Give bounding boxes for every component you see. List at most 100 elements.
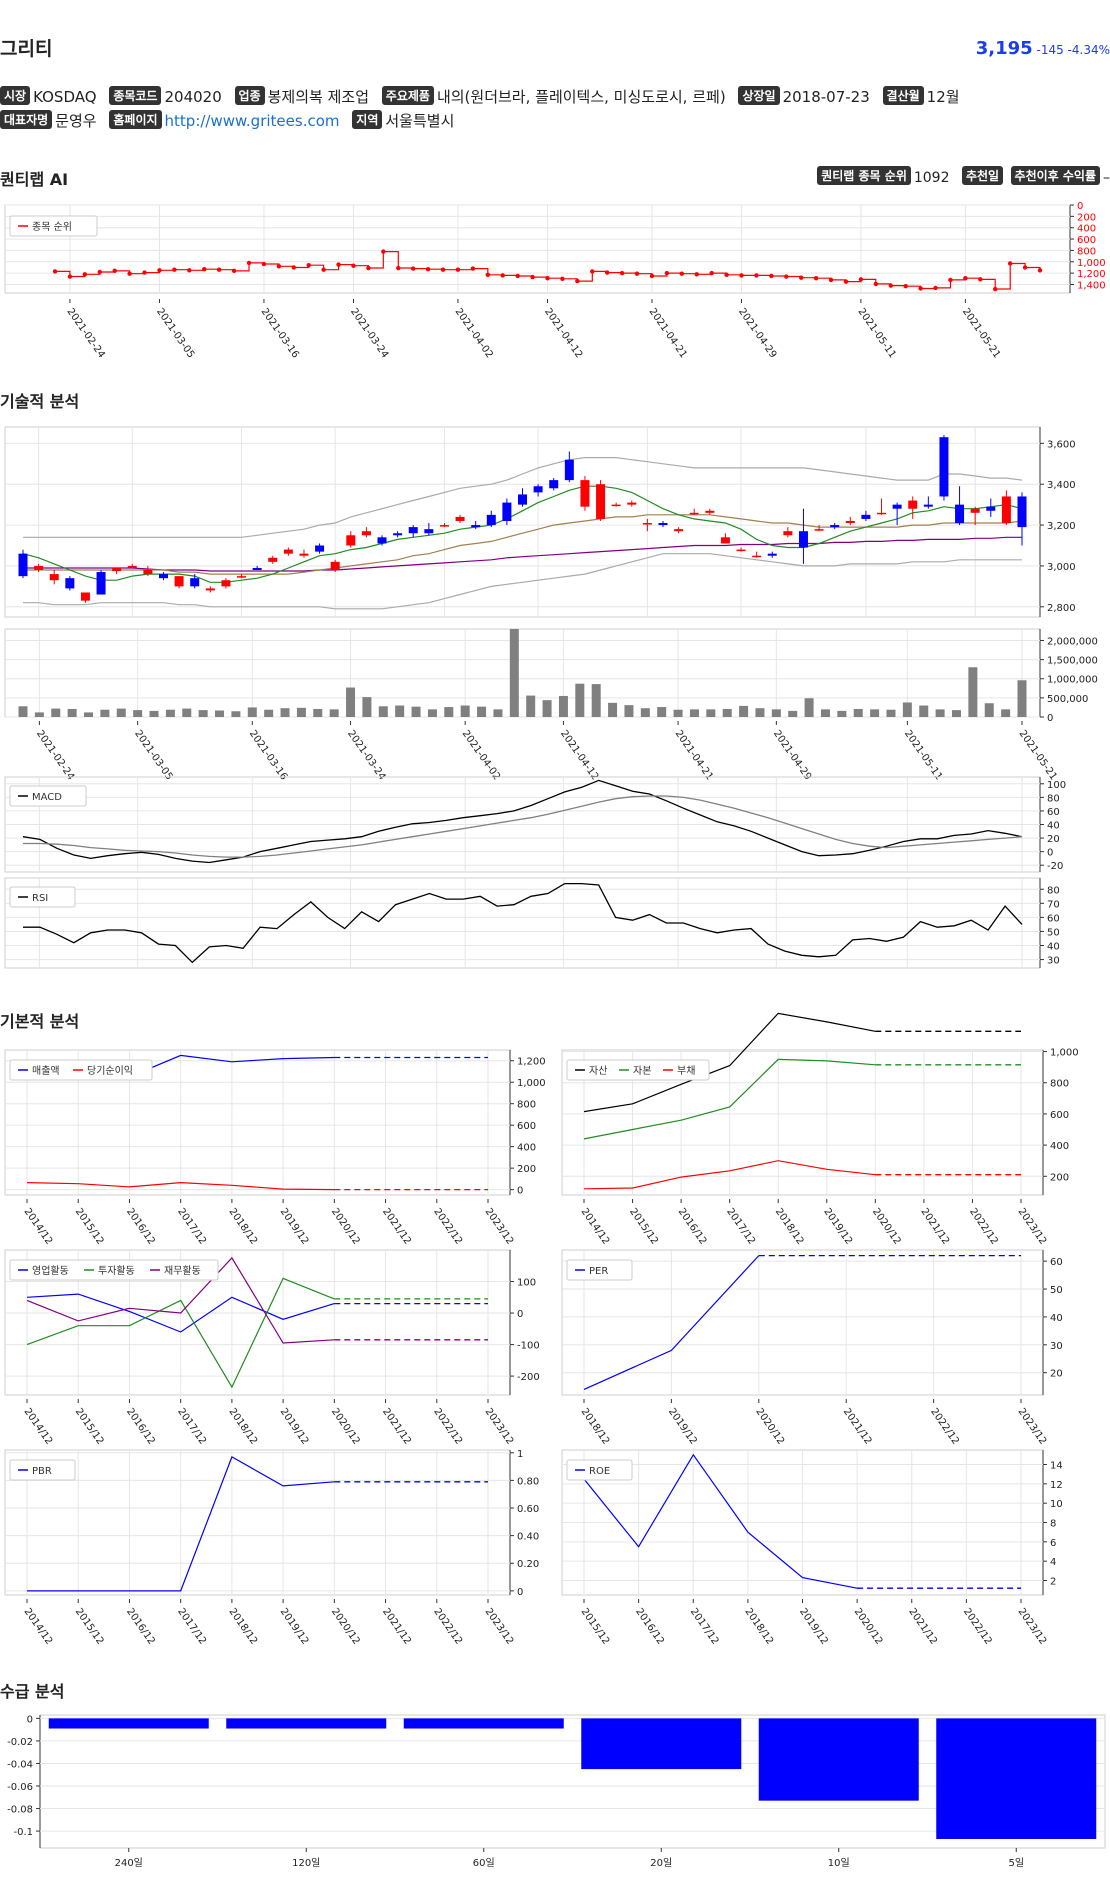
candle-body: [34, 565, 44, 571]
volume-bar: [378, 706, 388, 717]
balance-y-tick-label: 800: [1050, 1079, 1069, 1090]
roe-x-tick-label: 2017/12: [688, 1606, 721, 1646]
sales-series-line: [26, 1181, 335, 1191]
rank-point: [1007, 261, 1013, 266]
candle-body: [752, 555, 762, 558]
macd-signal-line: [23, 795, 1023, 858]
rank-point: [142, 270, 147, 275]
price-chart: 2,800 3,000 3,200 3,400 3,600: [4, 426, 1076, 618]
cashflow-y-tick-label: -100: [517, 1341, 540, 1352]
region-value: 서울특별시: [385, 112, 455, 130]
rank-y-tick-label: 800: [1077, 246, 1096, 257]
sales-y-tick-label: 1,000: [517, 1078, 546, 1089]
rank-point: [82, 272, 88, 277]
price-ma5-line: [22, 485, 1023, 583]
candle-body: [143, 570, 153, 575]
candle-body: [767, 553, 777, 556]
rank-point: [515, 273, 520, 279]
cashflow-x-tick-label: 2018/12: [226, 1406, 259, 1446]
volume-bar: [804, 698, 814, 717]
rank-point: [664, 270, 670, 276]
volume-bar: [1017, 680, 1027, 717]
cashflow-legend-label: 영업활동: [32, 1264, 69, 1277]
price-change-pct: -4.34%: [1067, 43, 1110, 57]
candle-body: [439, 525, 449, 527]
volume-bar: [84, 712, 94, 717]
price-bb-upper-line: [23, 457, 1023, 538]
volume-bar: [902, 702, 912, 717]
rank-x-tick-label: 2021-05-11: [855, 306, 897, 360]
per-legend-box: [566, 1259, 633, 1281]
sales-x-tick-label: 2015/12: [73, 1206, 106, 1246]
cashflow-y-tick-label: 100: [517, 1278, 536, 1289]
rank-x-tick-label: 2021-03-16: [258, 306, 300, 360]
rank-point: [425, 266, 431, 272]
candle-body: [939, 437, 949, 497]
roe-series-line: [583, 1453, 858, 1589]
rank-point: [948, 277, 953, 283]
price-y-tick-label: 3,200: [1047, 521, 1076, 532]
candle-body: [190, 578, 200, 587]
per-x-tick-label: 2023/12: [1016, 1406, 1049, 1446]
candle-body: [502, 502, 512, 521]
rank-point: [440, 267, 446, 272]
rank-point: [709, 270, 714, 276]
rank-value: 1092: [913, 170, 950, 186]
candle-body: [923, 504, 933, 507]
region-label: 지역: [352, 110, 383, 129]
balance-x-tick-label: 2015/12: [627, 1206, 660, 1246]
rank-point: [604, 270, 610, 275]
roe-x-tick-label: 2020/12: [852, 1606, 885, 1646]
ai-section-title: 퀀티랩 AI: [0, 170, 69, 189]
candle-body: [580, 480, 590, 507]
candle-body: [642, 523, 652, 525]
candle-body: [720, 537, 730, 544]
volume-y-tick-label: 2,000,000: [1047, 636, 1098, 647]
cashflow-legend-label: 투자활동: [98, 1264, 135, 1277]
volume-bar: [116, 708, 126, 717]
code-value: 204020: [164, 88, 222, 106]
per-x-tick-label: 2019/12: [666, 1406, 699, 1446]
candle-body: [65, 578, 75, 589]
fundamental-section-title: 기본적 분석: [0, 1012, 80, 1031]
volume-bar: [689, 709, 699, 717]
rank-point: [888, 283, 893, 288]
roe-x-tick-label: 2016/12: [633, 1606, 666, 1646]
pbr-legend-box: [9, 1459, 76, 1481]
roe-y-tick-label: 14: [1050, 1461, 1063, 1472]
cashflow-legend-label: 재무활동: [164, 1264, 201, 1277]
pbr-y-tick-label: 0.60: [517, 1504, 539, 1515]
roe-x-tick-label: 2015/12: [579, 1606, 612, 1646]
products-label: 주요제품: [381, 86, 434, 105]
rank-x-tick-label: 2021-02-24: [64, 306, 106, 360]
sales-x-tick-label: 2019/12: [278, 1206, 311, 1246]
balance-legend-box: [566, 1059, 710, 1081]
rank-point: [545, 276, 550, 281]
roe-x-tick-label: 2023/12: [1016, 1606, 1049, 1646]
rsi-legend-box: [9, 886, 76, 908]
rank-point: [97, 269, 102, 275]
candle-body: [783, 531, 793, 536]
candle-body: [627, 502, 637, 505]
cashflow-x-tick-label: 2020/12: [329, 1406, 362, 1446]
rank-point: [455, 267, 461, 272]
macd-y-tick-label: 20: [1047, 834, 1060, 845]
cashflow-y-tick-label: -200: [517, 1372, 540, 1383]
homepage-link[interactable]: http://www.gritees.com: [164, 112, 340, 130]
supply-bar: [758, 1718, 919, 1801]
macd-y-tick-label: 100: [1047, 780, 1066, 791]
per-plot-frame: [561, 1249, 1044, 1396]
sales-x-tick-label: 2021/12: [380, 1206, 413, 1246]
sales-y-tick-label: 0: [517, 1186, 523, 1197]
volume-bar: [968, 667, 978, 717]
volume-bar: [886, 709, 896, 717]
supply-y-tick-label: -0.04: [7, 1759, 33, 1770]
per-y-tick-label: 60: [1050, 1257, 1063, 1268]
per-series-line: [583, 1255, 760, 1390]
pbr-x-tick-label: 2018/12: [226, 1606, 259, 1646]
volume-bar: [313, 708, 323, 717]
candle-body: [877, 512, 887, 515]
balance-legend-label: 자본: [633, 1065, 651, 1077]
price-y-tick-label: 3,000: [1047, 562, 1076, 573]
